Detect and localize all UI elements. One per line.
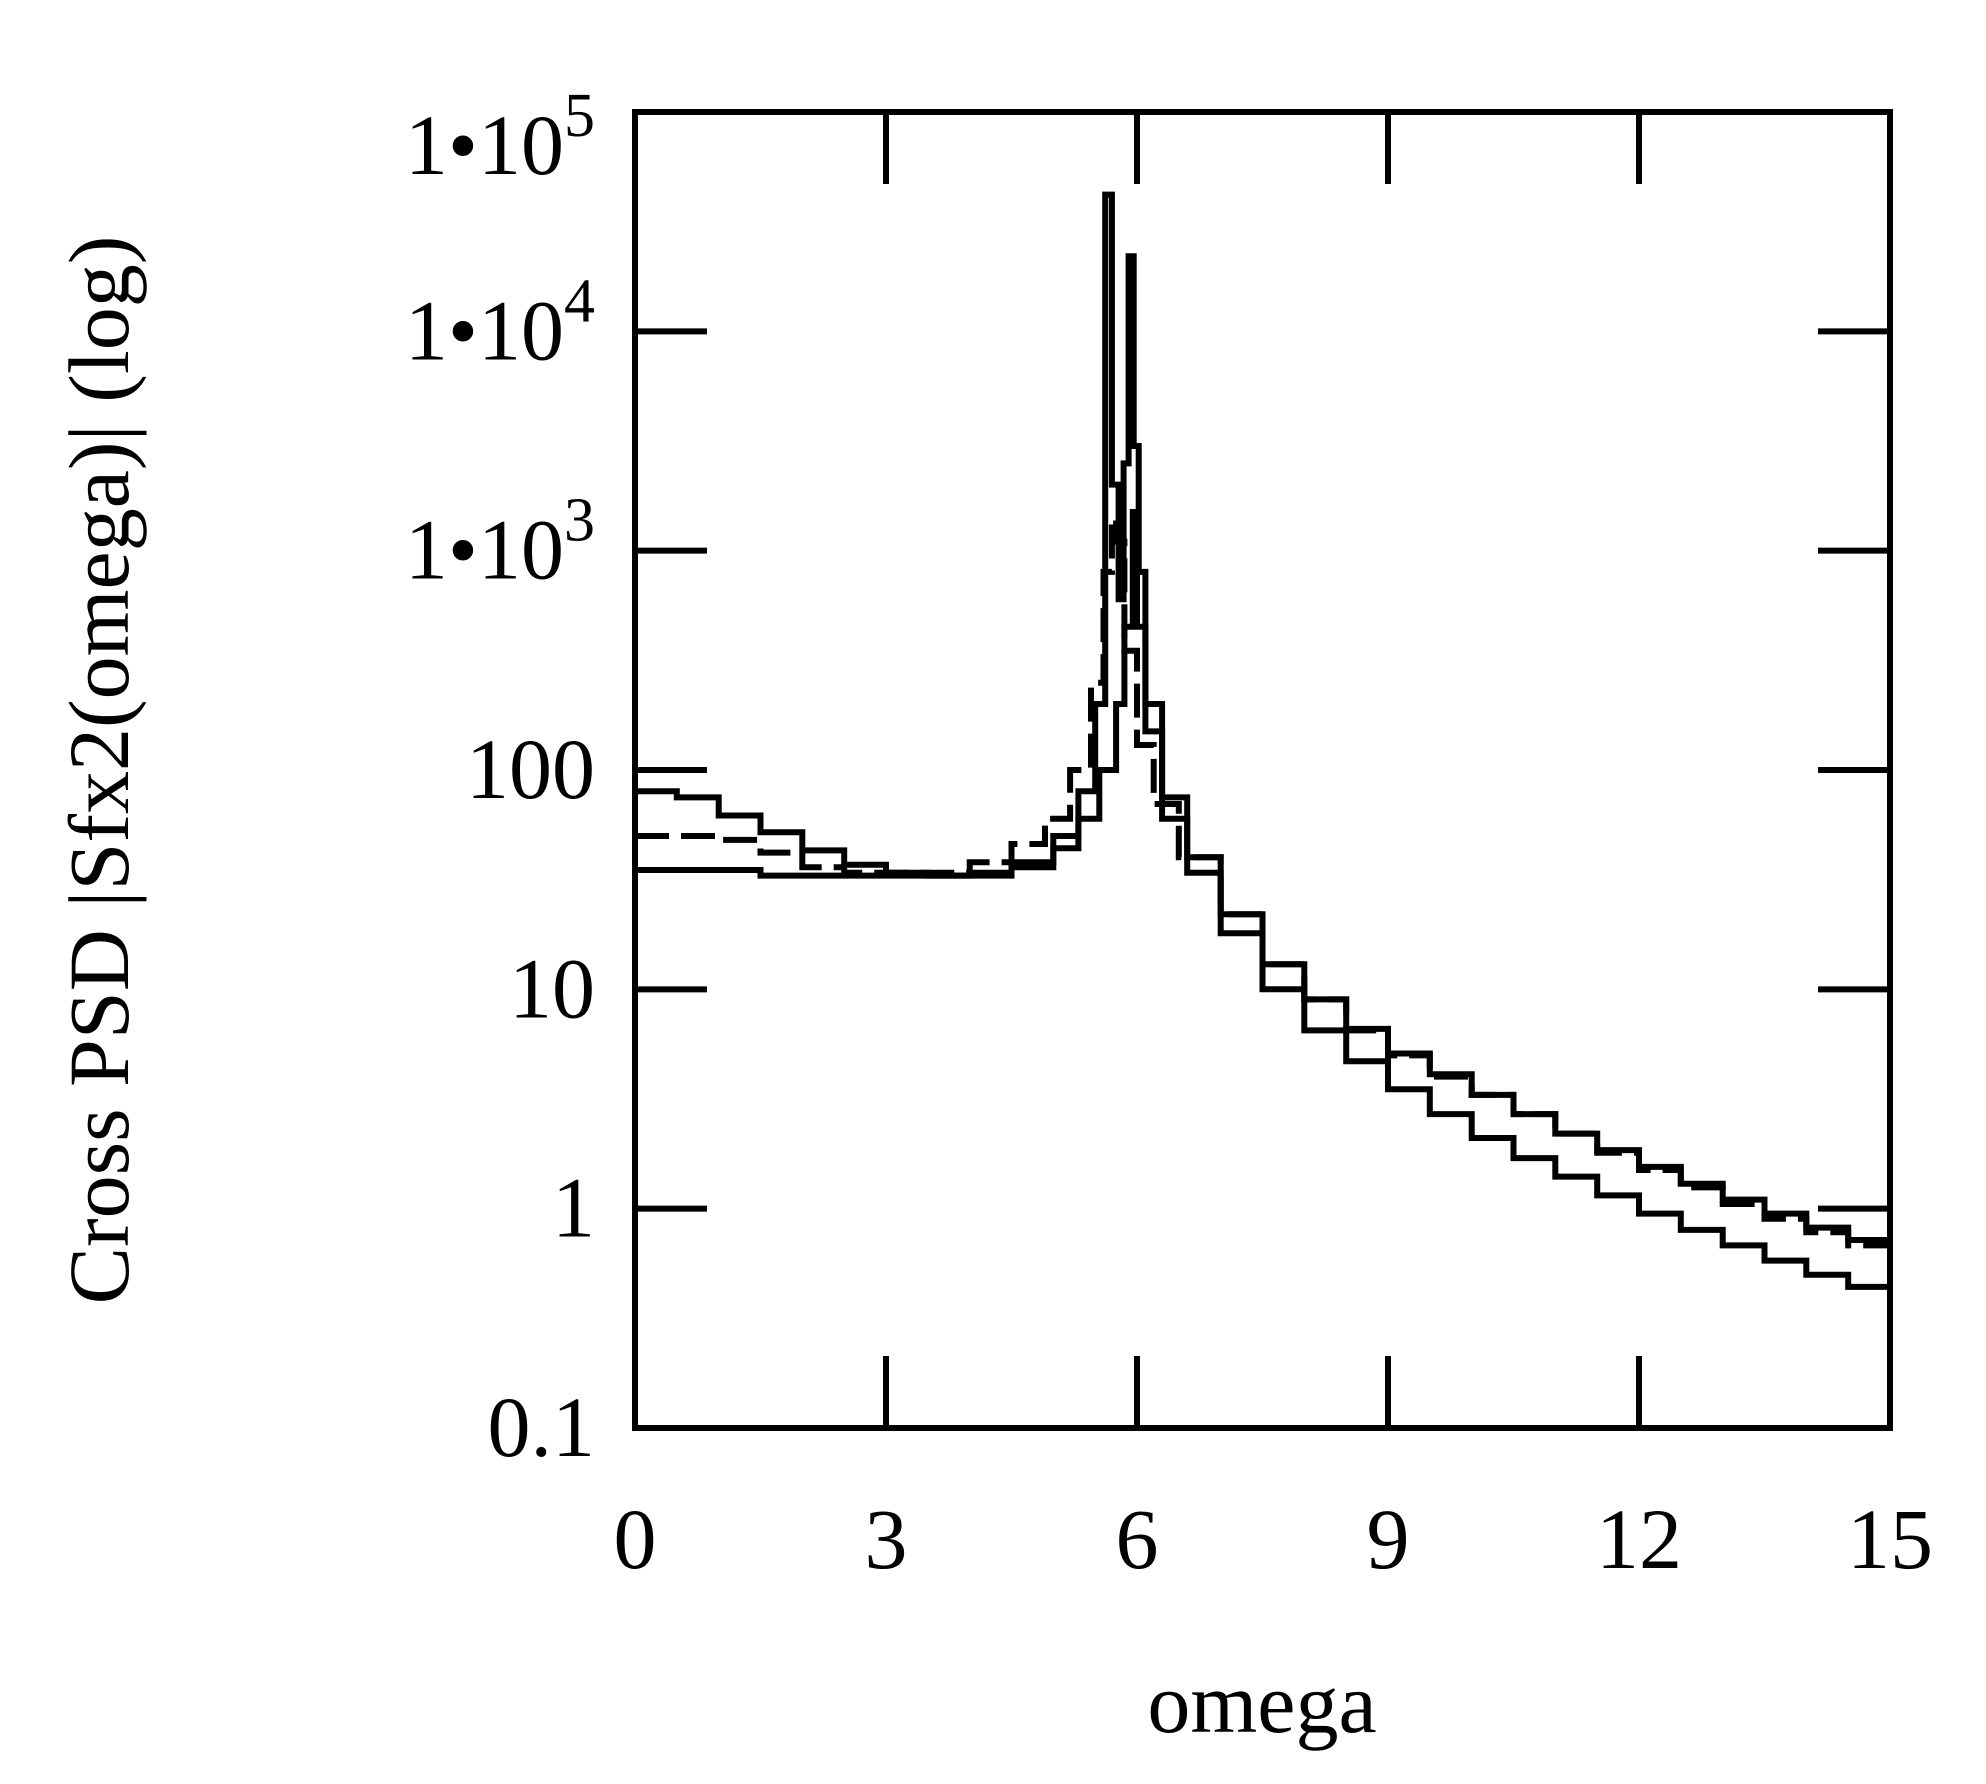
x-tick-label-5: 15 — [1847, 1491, 1933, 1587]
series-line-series-3-solid — [635, 191, 1890, 1261]
series-line-series-2-dashed — [635, 515, 1890, 1264]
y-tick-label-2: 10 — [509, 940, 595, 1036]
x-tick-labels: 0 3 6 9 12 15 — [614, 1491, 1934, 1587]
y-tick-label-0: 0.1 — [488, 1379, 596, 1475]
y-tick-label-1: 1 — [552, 1160, 595, 1256]
y-tick-label-3: 100 — [466, 721, 595, 817]
y-tick-label-6: 1•105 — [405, 82, 595, 193]
x-tick-label-4: 12 — [1596, 1491, 1682, 1587]
x-axis-title: omega — [1147, 1655, 1376, 1751]
x-tick-label-1: 3 — [865, 1491, 908, 1587]
series-layer — [635, 191, 1890, 1296]
x-tick-label-0: 0 — [614, 1491, 657, 1587]
x-tick-label-2: 6 — [1116, 1491, 1159, 1587]
tick-marks — [635, 109, 1890, 1428]
plot-frame — [632, 109, 1893, 1431]
y-axis-title: Cross PSD |Sfx2(omega)| (log) — [51, 236, 147, 1305]
x-tick-label-3: 9 — [1367, 1491, 1410, 1587]
y-tick-labels: 0.1 1 10 100 1•103 1•104 1•105 — [405, 82, 595, 1475]
y-tick-label-5: 1•104 — [405, 267, 595, 378]
series-line-series-1-solid — [635, 509, 1890, 1296]
y-tick-label-4: 1•103 — [405, 487, 595, 598]
